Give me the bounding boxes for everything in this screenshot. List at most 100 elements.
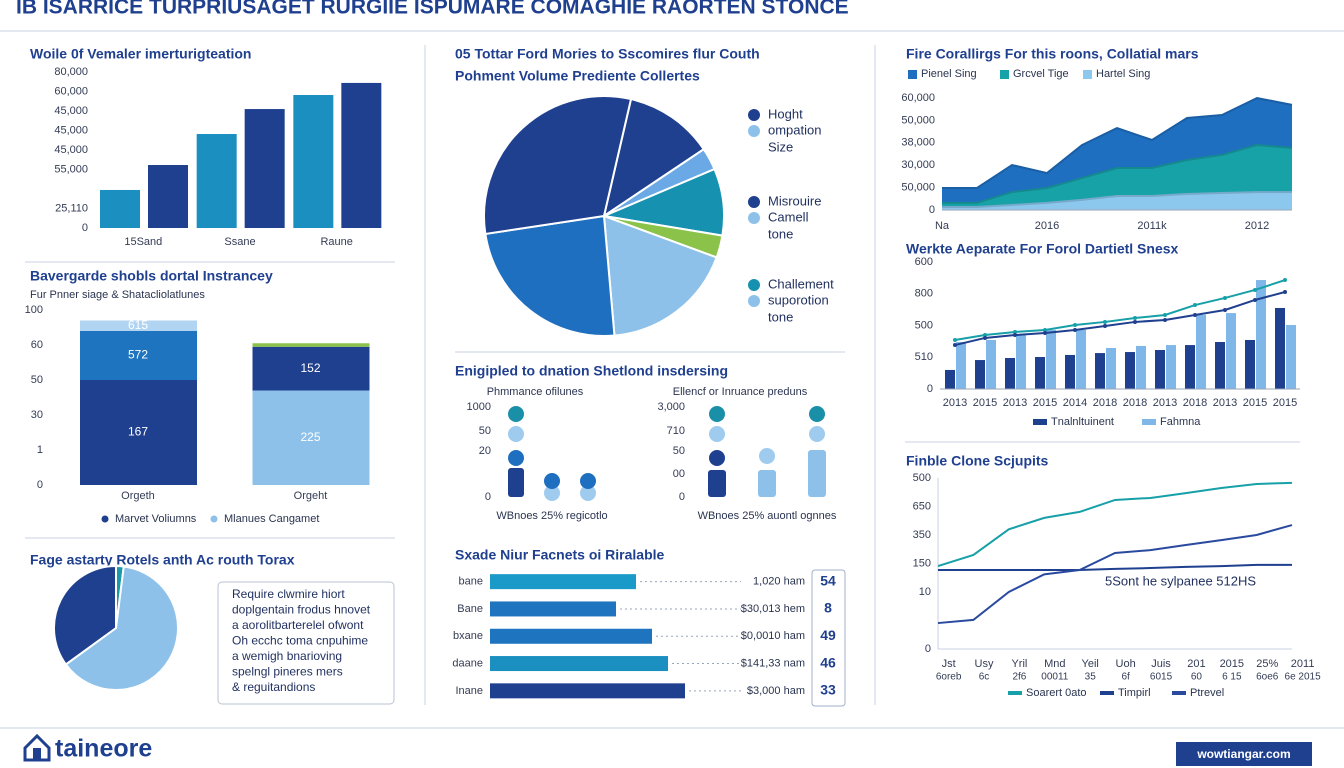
y-tick-label: 350 — [913, 529, 931, 541]
legend-marker — [101, 515, 109, 523]
x-tick-label: Na — [935, 220, 950, 232]
legend-marker — [748, 295, 760, 307]
legend-label: Tnalnltuinent — [1051, 416, 1114, 428]
line-point — [953, 343, 957, 348]
x-tick-label: 2015 — [1220, 658, 1244, 670]
line — [938, 563, 1292, 572]
bar — [490, 574, 636, 590]
bar — [808, 450, 826, 497]
y-tick-label: 0 — [82, 222, 88, 234]
x-tick-sublabel: 60 — [1191, 672, 1203, 683]
legend-label: Hoght — [768, 106, 803, 121]
chart-title: Woile 0f Vemaler imerturigteation — [30, 46, 251, 62]
link-text[interactable]: wowtiangar.com — [1196, 747, 1290, 761]
line-point — [1223, 308, 1227, 313]
x-tick-label: 2011 — [1291, 658, 1315, 670]
bar — [1286, 324, 1296, 389]
bar-segment — [80, 320, 197, 331]
line-point — [1133, 316, 1137, 321]
y-tick-label: 50,000 — [901, 182, 935, 194]
x-axis-label: WBnoes 25% regicotlo — [496, 510, 607, 522]
segment-label: 167 — [128, 425, 148, 439]
x-tick-label: Usy — [975, 658, 994, 670]
line-point — [953, 337, 957, 342]
dot — [508, 450, 524, 466]
x-axis-label: WBnoes 25% auontl ognnes — [698, 510, 837, 522]
y-tick-label: 0 — [929, 204, 935, 216]
area-line — [942, 191, 1292, 209]
line-point — [1013, 329, 1017, 334]
dot — [709, 406, 725, 422]
bar — [1155, 350, 1165, 389]
y-tick-label: 0 — [927, 383, 933, 395]
footer-link[interactable]: wowtiangar.com — [1176, 742, 1312, 766]
pie-slice — [602, 214, 718, 337]
chart-title: Bavergarde shobls dortal Instrancey — [30, 268, 273, 284]
y-tick-label: 0 — [679, 491, 685, 503]
y-tick-label: 50 — [479, 425, 491, 437]
amount-label: $3,000 ham — [747, 685, 805, 697]
y-tick-label: 45,000 — [54, 144, 88, 156]
area-line — [942, 96, 1293, 189]
x-tick-label: Yeil — [1082, 658, 1099, 670]
note-line: spelngl pineres mers — [232, 665, 343, 679]
y-tick-label: 10 — [919, 586, 931, 598]
y-tick-label: 55,000 — [54, 163, 88, 175]
y-tick-label: 38,000 — [901, 137, 935, 149]
legend-label: Soarert 0ato — [1026, 687, 1087, 699]
legend-label: Camell — [768, 209, 809, 224]
y-tick-label: 50 — [673, 445, 685, 457]
note-line: Oh ecchc toma cnpuhime — [232, 634, 368, 648]
bar — [975, 360, 985, 389]
x-tick-label: 2014 — [1063, 397, 1087, 409]
pie-slice — [483, 95, 633, 236]
amount-label: $141,33 nam — [741, 657, 805, 669]
y-tick-label: 710 — [667, 425, 685, 437]
bar — [1136, 345, 1146, 389]
score-label: 49 — [820, 627, 836, 643]
dot — [544, 485, 560, 501]
line-point — [1043, 330, 1047, 335]
y-tick-label: 650 — [913, 500, 931, 512]
bar — [1226, 313, 1236, 389]
chart-subtitle: Fur Pnner siage & Shatacliolatlunes — [30, 289, 205, 301]
x-tick-label: 201 — [1187, 658, 1205, 670]
x-tick-sublabel: 6 15 — [1222, 672, 1242, 683]
bar — [956, 342, 966, 389]
legend-label: suporotion — [768, 292, 829, 307]
bar — [1106, 347, 1116, 389]
chart-title: Sxade Niur Facnets oi Riralable — [455, 547, 665, 563]
line-point — [1193, 312, 1197, 317]
note-line: doplgentain frodus hnovet — [232, 603, 371, 617]
bar — [1125, 352, 1135, 389]
bar — [244, 109, 285, 228]
chart-title: Fage astarty Rotels anth Ac routh Torax — [30, 552, 295, 568]
chart-subtitle: Ellencf or Inruance preduns — [673, 386, 808, 398]
pie-slice — [53, 564, 117, 666]
y-tick-label: 510 — [915, 351, 933, 363]
bar — [1215, 342, 1225, 389]
bar-segment — [252, 346, 370, 391]
y-tick-label: 0 — [485, 491, 491, 503]
y-tick-label: 45,000 — [54, 124, 88, 136]
legend-label: Mlanues Cangamet — [224, 513, 319, 525]
line-point — [983, 333, 987, 338]
bar — [1005, 358, 1015, 389]
score-label: 33 — [820, 682, 836, 698]
amount-label: 1,020 ham — [753, 576, 805, 588]
y-tick-label: 600 — [915, 256, 933, 268]
x-tick-label: Jst — [942, 658, 956, 670]
y-tick-label: 800 — [915, 288, 933, 300]
logo-icon — [23, 733, 51, 762]
legend-label: Timpirl — [1118, 687, 1151, 699]
link-button[interactable] — [1176, 742, 1312, 766]
bar — [1016, 335, 1026, 389]
dot — [580, 485, 596, 501]
dot — [508, 406, 524, 422]
legend-label: Hartel Sing — [1096, 68, 1150, 80]
x-tick-label: 2011k — [1137, 220, 1167, 232]
x-tick-label: Orgeth — [121, 490, 155, 502]
y-tick-label: bane — [459, 576, 483, 588]
y-tick-label: 1 — [37, 444, 43, 456]
